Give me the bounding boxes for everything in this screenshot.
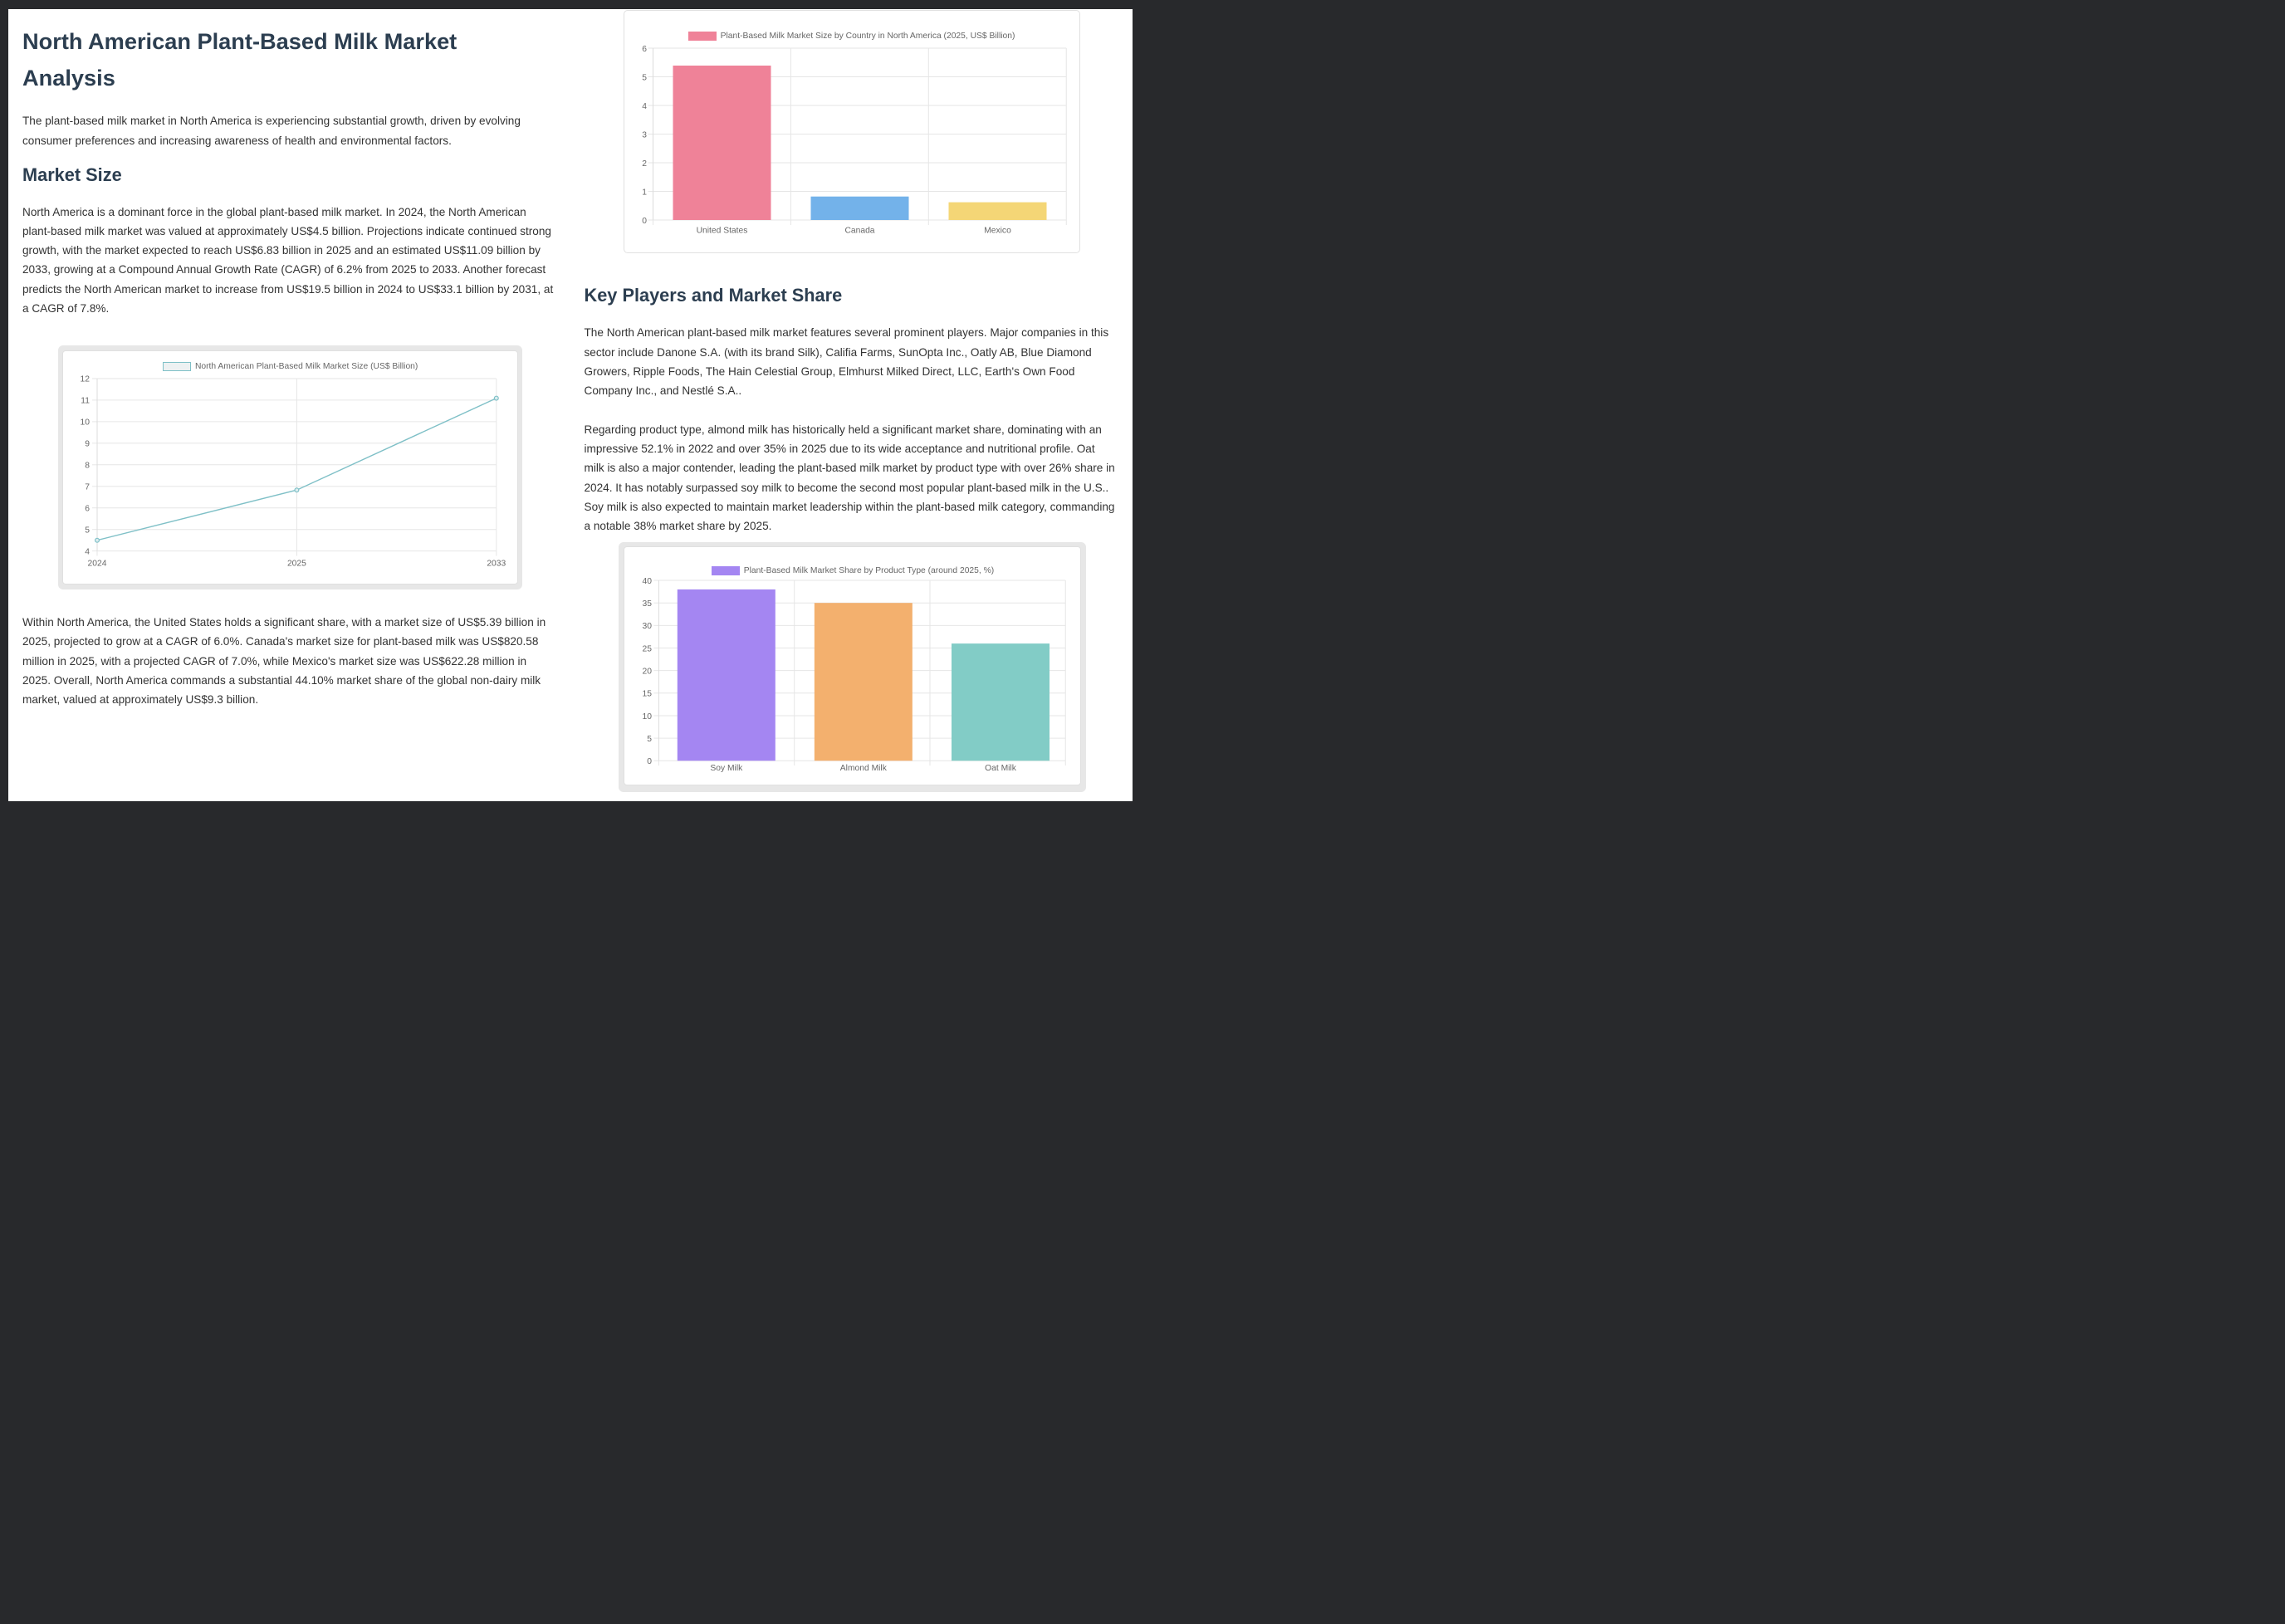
svg-text:6: 6 xyxy=(642,44,647,53)
svg-text:35: 35 xyxy=(643,599,653,609)
svg-text:Mexico: Mexico xyxy=(984,226,1011,235)
svg-text:25: 25 xyxy=(643,644,653,653)
svg-text:40: 40 xyxy=(643,577,653,586)
svg-text:9: 9 xyxy=(85,440,90,449)
svg-text:2: 2 xyxy=(642,159,647,168)
svg-text:2033: 2033 xyxy=(487,560,506,569)
svg-text:0: 0 xyxy=(648,757,653,766)
svg-text:2025: 2025 xyxy=(287,560,306,569)
svg-text:5: 5 xyxy=(642,73,647,82)
svg-text:11: 11 xyxy=(81,397,90,406)
svg-text:1: 1 xyxy=(642,188,647,197)
svg-text:0: 0 xyxy=(642,216,647,225)
svg-text:4: 4 xyxy=(85,548,90,557)
svg-text:United States: United States xyxy=(696,226,747,235)
svg-text:5: 5 xyxy=(85,526,90,536)
svg-text:10: 10 xyxy=(643,712,653,722)
svg-text:Oat Milk: Oat Milk xyxy=(986,764,1018,773)
svg-text:Soy Milk: Soy Milk xyxy=(711,764,744,773)
svg-text:8: 8 xyxy=(85,462,90,471)
svg-text:7: 7 xyxy=(85,483,90,492)
svg-text:Almond Milk: Almond Milk xyxy=(840,764,888,773)
svg-text:4: 4 xyxy=(642,101,647,110)
svg-text:12: 12 xyxy=(81,375,91,384)
svg-text:15: 15 xyxy=(643,690,653,699)
svg-text:5: 5 xyxy=(648,735,653,744)
svg-text:6: 6 xyxy=(85,505,90,514)
svg-text:Canada: Canada xyxy=(844,226,874,235)
svg-text:20: 20 xyxy=(643,668,653,677)
svg-text:3: 3 xyxy=(642,130,647,139)
svg-text:30: 30 xyxy=(643,622,653,631)
svg-text:10: 10 xyxy=(81,418,91,428)
svg-text:2024: 2024 xyxy=(88,560,107,569)
